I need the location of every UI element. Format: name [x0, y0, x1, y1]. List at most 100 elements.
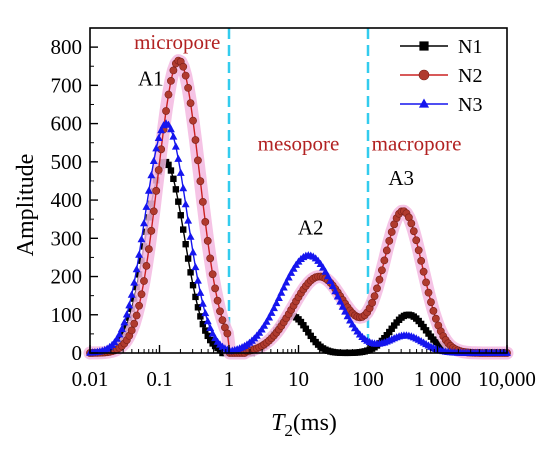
y-tick-label-7: 700 [51, 73, 83, 97]
point-N3-46 [198, 299, 207, 307]
point-N2-39 [181, 71, 190, 80]
region-label-micropore: micropore [134, 30, 220, 54]
point-N3-25 [147, 171, 156, 179]
point-N2-116 [370, 292, 379, 301]
point-N2-131 [407, 219, 416, 228]
point-N2-54 [218, 316, 227, 324]
point-N2-46 [198, 197, 207, 206]
point-N2-136 [419, 267, 428, 276]
point-N2-47 [201, 218, 210, 226]
series-N3 [86, 119, 511, 356]
point-N3-49 [206, 323, 215, 332]
point-N1-34 [170, 175, 177, 183]
point-N2-34 [169, 66, 178, 75]
point-N3-34 [169, 132, 178, 140]
point-N3-43 [191, 262, 200, 271]
point-N2-121 [382, 246, 391, 255]
point-N2-118 [375, 275, 384, 284]
point-N3-74 [267, 308, 276, 316]
axis-ticks: 0.01 0.1 1 10 100 1 000 10,000 0 100 200 300 400 500… [51, 35, 536, 391]
legend-label-N3: N3 [458, 94, 482, 116]
point-N2-18 [130, 319, 139, 328]
point-N2-22 [140, 277, 148, 285]
point-N3-75 [270, 303, 278, 312]
point-N3-21 [137, 235, 146, 243]
point-N2-119 [377, 266, 386, 275]
point-N2-48 [203, 236, 212, 245]
point-N3-77 [274, 293, 283, 301]
point-N3-37 [176, 168, 185, 176]
point-N2-53 [216, 307, 224, 316]
point-N2-38 [179, 62, 188, 71]
point-N3-12 [115, 330, 124, 338]
point-N3-98 [326, 276, 335, 285]
x-tick-label-5: 1 000 [414, 367, 461, 391]
point-N2-137 [422, 278, 430, 287]
legend-marker-N1 [419, 41, 429, 51]
point-N3-76 [272, 298, 281, 307]
point-N2-40 [184, 83, 193, 92]
point-N3-97 [323, 272, 332, 280]
point-N2-50 [208, 270, 217, 279]
pore-boundaries [227, 28, 370, 353]
point-N2-23 [142, 262, 151, 270]
y-tick-label-5: 500 [51, 150, 83, 174]
legend-item-N3: N3 [400, 94, 482, 116]
x-tick-label-3: 10 [288, 367, 309, 391]
point-N3-82 [287, 268, 296, 276]
x-axis-title-subscript: 2 [284, 421, 293, 440]
peak-label-A1: A1 [138, 66, 164, 90]
point-N3-83 [289, 264, 298, 272]
point-N2-28 [154, 166, 163, 174]
y-tick-label-0: 0 [72, 341, 83, 365]
point-N2-17 [127, 326, 136, 335]
point-N3-72 [262, 317, 271, 325]
legend-label-N2: N2 [458, 65, 482, 87]
point-N2-33 [167, 76, 175, 85]
x-axis-title-main: T [271, 410, 286, 436]
x-tick-label-4: 100 [352, 367, 384, 391]
point-N3-41 [186, 232, 195, 240]
y-tick-label-1: 100 [51, 303, 83, 327]
x-tick-label-6: 10,000 [478, 367, 536, 391]
x-tick-label-2: 1 [224, 367, 235, 391]
point-N2-115 [368, 298, 376, 307]
point-N2-44 [194, 156, 202, 165]
point-N3-42 [189, 248, 197, 256]
legend-marker-N2 [418, 69, 430, 81]
point-N2-138 [424, 288, 433, 297]
point-N1-36 [175, 198, 182, 205]
point-N2-122 [385, 236, 394, 245]
point-N3-14 [120, 318, 129, 326]
region-label-mesopore: mesopore [258, 131, 340, 155]
peak-label-A2: A2 [298, 215, 324, 239]
point-N1-46 [199, 320, 207, 328]
point-N3-45 [196, 288, 205, 296]
peak-label-A3: A3 [388, 166, 414, 190]
point-N3-27 [152, 144, 161, 152]
point-N3-81 [284, 273, 293, 281]
point-N2-117 [373, 284, 381, 293]
point-N2-140 [429, 307, 438, 315]
point-N3-13 [117, 324, 126, 332]
point-N3-70 [257, 325, 266, 333]
point-N2-43 [191, 136, 200, 144]
legend: N1 N2 N3 [400, 36, 482, 116]
point-N2-135 [417, 256, 426, 265]
point-N3-102 [336, 297, 345, 305]
point-N2-41 [186, 99, 195, 107]
point-N2-134 [414, 246, 423, 255]
point-N3-15 [122, 310, 131, 318]
point-N3-100 [331, 287, 340, 295]
point-N1-33 [167, 167, 175, 174]
legend-marker-N3 [418, 98, 430, 108]
point-N3-36 [174, 154, 183, 162]
point-N3-18 [130, 278, 139, 286]
point-N2-49 [206, 254, 215, 263]
point-N2-25 [147, 226, 156, 235]
point-N1-40 [184, 255, 192, 262]
y-axis-title: Amplitude [13, 154, 39, 257]
x-axis-title: T2(ms) [271, 410, 337, 440]
annotations: micropore mesopore macropore A1 A2 A3 [134, 30, 461, 239]
point-N2-56 [223, 329, 232, 338]
